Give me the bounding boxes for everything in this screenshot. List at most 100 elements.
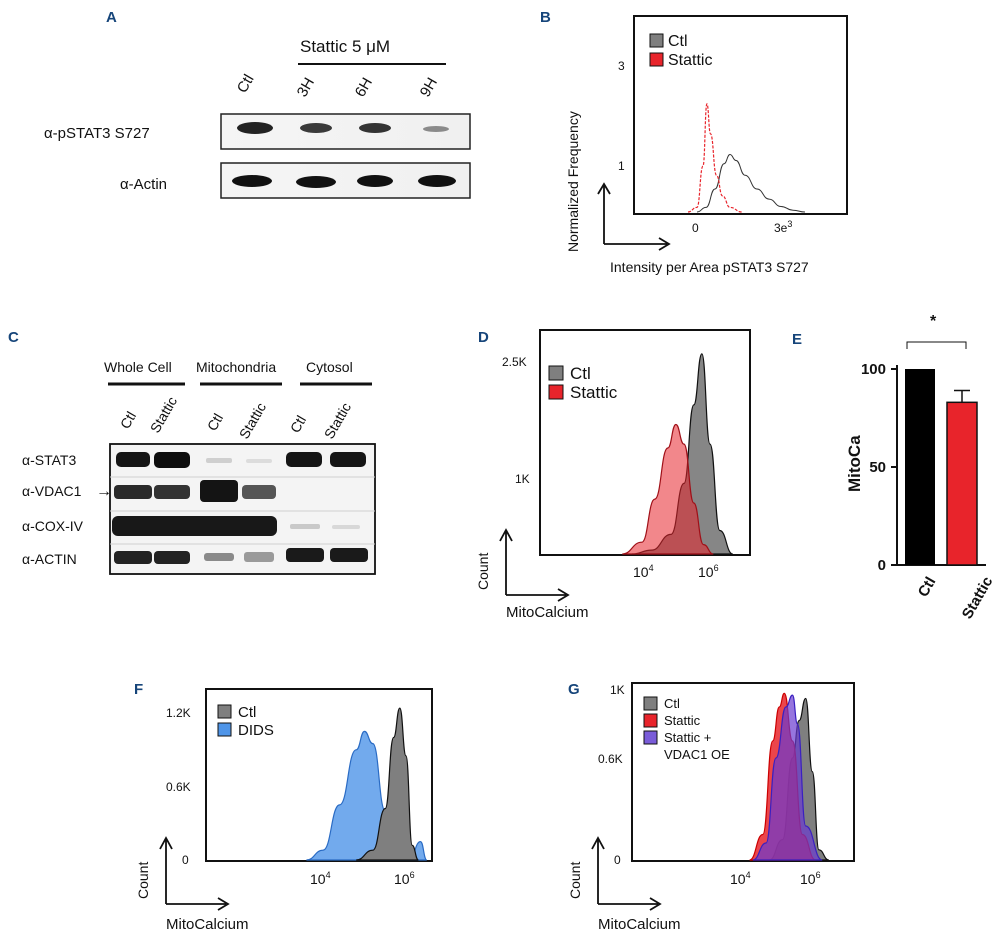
fraction-label-whole-cell: Whole Cell [104, 359, 172, 375]
plot-d-xtick: 104 [633, 563, 654, 580]
plot-d-xtick-base: 10 [698, 564, 714, 580]
legend-g-swatch-ctl [643, 696, 658, 711]
blot-c-lane-2: Stattic [147, 394, 180, 436]
blot-c-band [330, 548, 368, 562]
plot-f-xtick: 106 [394, 870, 415, 887]
blot-c-band [286, 452, 322, 467]
blot-c-band [330, 452, 366, 467]
plot-b-ylabel: Normalized Frequency [565, 111, 581, 252]
legend-d-label-stattic: Stattic [570, 383, 618, 402]
plot-d-ytick: 2.5K [502, 355, 527, 369]
plot-f-xlabel: MitoCalcium [166, 916, 249, 933]
blot-a-row-label-1: α-pSTAT3 S727 [44, 125, 150, 142]
blot-c-lane-3: Ctl [204, 411, 226, 434]
plot-b-frame [633, 15, 848, 215]
panel-label-b: B [540, 9, 551, 26]
blot-c-band [112, 516, 277, 536]
plot-g-yaxis-arrow [591, 836, 605, 904]
blot-a-band [237, 122, 273, 134]
plot-b-xtick-base: 3e [774, 221, 788, 235]
fraction-label-cytosol: Cytosol [306, 359, 353, 375]
plot-g-ylabel: Count [567, 862, 583, 899]
plot-g-xtick-exp: 4 [746, 870, 751, 880]
panel-c: C Whole Cell Mitochondria Cytosol Ctl St… [8, 329, 376, 575]
blot-c-row-label-1: α-STAT3 [22, 452, 76, 468]
plot-b-ytick: 1 [618, 159, 625, 173]
legend-d-swatch-stattic [548, 384, 564, 400]
plot-d-xlabel: MitoCalcium [506, 604, 589, 621]
plot-f-xtick-base: 10 [310, 871, 326, 887]
plot-b-series-ctl [696, 153, 806, 213]
plot-g-xtick: 104 [730, 870, 751, 887]
plot-d-frame [539, 329, 751, 556]
plot-b-xaxis-arrow [604, 237, 671, 251]
blot-a-lane-1: Ctl [234, 72, 258, 96]
plot-f-yaxis-arrow [159, 836, 173, 904]
plot-g-ytick: 0 [614, 853, 621, 867]
plot-g-xtick-exp: 6 [816, 870, 821, 880]
blot-c-band [242, 485, 276, 499]
legend-g-swatch-vdac1-oe [643, 730, 658, 745]
blot-c-band [206, 458, 232, 463]
plot-b-ytick: 3 [618, 59, 625, 73]
blot-a-row-label-2: α-Actin [120, 176, 167, 193]
blot-a-band [418, 175, 456, 187]
plot-g-xlabel: MitoCalcium [598, 916, 681, 933]
plot-f-series-ctl [356, 707, 419, 861]
legend-g-label-vdac1-oe-line2: VDAC1 OE [664, 747, 730, 762]
blot-c-band [286, 548, 324, 562]
panel-label-d: D [478, 329, 489, 346]
plot-d-xtick-exp: 6 [714, 563, 719, 573]
panel-f: F 1.2K 0.6K 0 104 106 Ctl DIDS Count Mit… [134, 681, 433, 933]
plot-d-ylabel: Count [475, 553, 491, 590]
plot-g-xtick-base: 10 [800, 871, 816, 887]
blot-c-row-label-2: α-VDAC1 [22, 483, 82, 499]
plot-d-xtick: 106 [698, 563, 719, 580]
plot-d-series-stattic [622, 423, 714, 555]
plot-g-xaxis-arrow [598, 897, 662, 911]
panel-g: G 1K 0.6K 0 104 106 Ctl Stattic Stattic … [567, 681, 855, 933]
blot-c-band [246, 459, 272, 463]
blot-c-band [116, 452, 150, 467]
blot-c-lane-4: Stattic [236, 400, 269, 442]
legend-g-swatch-stattic [643, 713, 658, 728]
legend-f-label-ctl: Ctl [238, 704, 256, 721]
legend-b-label-ctl: Ctl [668, 33, 688, 50]
plot-e-yticks: 0 50 100 [861, 361, 897, 574]
blot-c-band [204, 553, 234, 561]
plot-f-xaxis-arrow [166, 897, 230, 911]
legend-f-label-dids: DIDS [238, 722, 274, 739]
blot-c-membrane [109, 443, 376, 575]
panel-label-a: A [106, 9, 117, 26]
plot-b-xtick-exp: 3 [787, 219, 792, 229]
legend-d-swatch-ctl [548, 365, 564, 381]
plot-g-ytick: 1K [610, 683, 625, 697]
plot-e-xtick-stattic: Stattic [959, 574, 997, 622]
treatment-header: Stattic 5 μM [300, 37, 390, 56]
plot-g-ytick: 0.6K [598, 752, 623, 766]
plot-e-bar-ctl [905, 369, 935, 565]
legend-g-label-vdac1-oe-line1: Stattic + [664, 730, 711, 745]
plot-d-ytick: 1K [515, 472, 530, 486]
legend-f-swatch-dids [217, 722, 232, 737]
plot-e-ylabel: MitoCa [845, 435, 864, 492]
blot-c-row-label-3: α-COX-IV [22, 518, 84, 534]
plot-f-xtick: 104 [310, 870, 331, 887]
plot-e-xtick-ctl: Ctl [915, 574, 940, 600]
plot-f-ytick: 0 [182, 853, 189, 867]
legend-g-label-ctl: Ctl [664, 696, 680, 711]
blot-a-band [359, 123, 391, 133]
legend-b-label-stattic: Stattic [668, 52, 712, 69]
blot-c-band [154, 485, 190, 499]
blot-a-lane-2: 3H [294, 75, 318, 100]
plot-f-xtick-exp: 4 [326, 870, 331, 880]
panel-d: D 2.5K 1K 104 106 Ctl Stattic Count Mito… [475, 329, 751, 621]
legend-b-swatch-stattic [649, 52, 664, 67]
plot-d-xtick-exp: 4 [649, 563, 654, 573]
panel-label-f: F [134, 681, 143, 698]
blot-c-band [200, 480, 238, 502]
legend-d-label-ctl: Ctl [570, 364, 591, 383]
plot-e-ytick: 50 [869, 459, 886, 476]
blot-c-band [290, 524, 320, 529]
plot-f-xtick-base: 10 [394, 871, 410, 887]
